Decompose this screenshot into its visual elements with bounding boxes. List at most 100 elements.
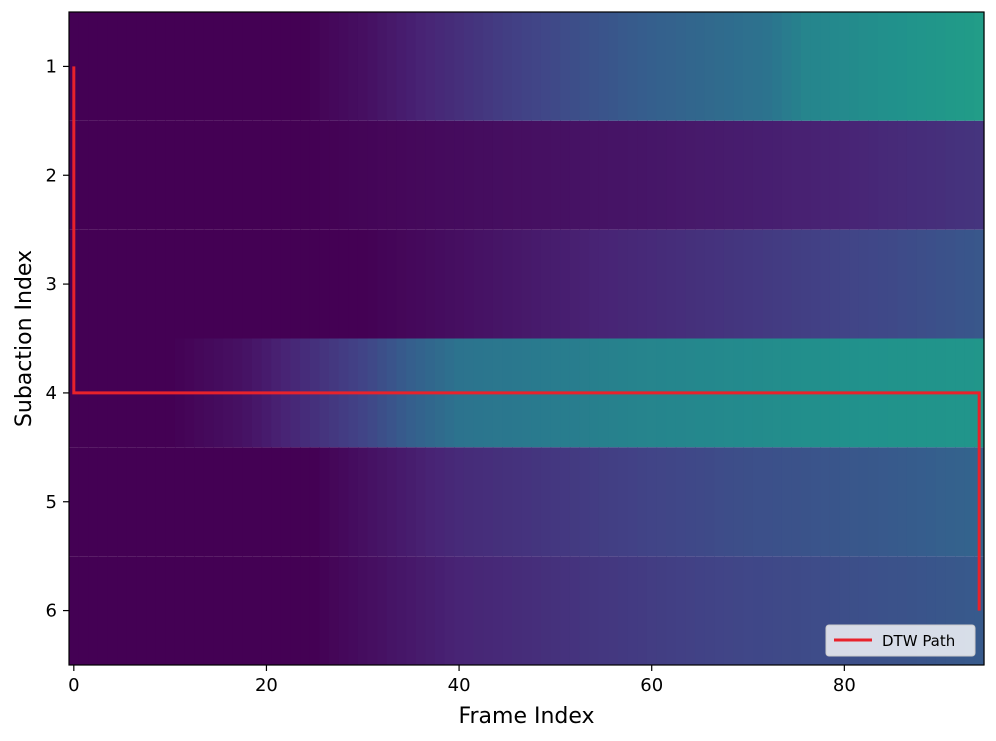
heatmap-cell [280,447,292,557]
heatmap-cell [878,12,889,121]
heatmap-cell [454,447,465,557]
heatmap-cell [801,556,812,665]
heatmap-cell [473,120,484,230]
heatmap-cell [194,556,205,665]
heatmap-cell [906,120,918,230]
heatmap-cell [646,447,658,557]
heatmap-cell [531,447,542,557]
heatmap-cell [300,447,311,557]
heatmap-cell [675,447,687,557]
heatmap-cell [666,229,677,339]
heatmap-cell [386,556,398,665]
heatmap-cell [502,447,513,557]
heatmap-cell [839,447,850,557]
heatmap-cell [781,229,792,339]
heatmap-cell [232,447,243,557]
heatmap-cell [473,12,484,121]
heatmap-cell [820,120,831,230]
heatmap-cell [329,556,340,665]
heatmap-cell [88,556,99,665]
heatmap-cell [271,447,282,557]
y-axis: 1 2 3 4 5 6 [46,56,69,622]
heatmap-cell [300,120,311,230]
heatmap-cell [348,556,359,665]
heatmap-cell [704,229,715,339]
legend-label-dtw-path: DTW Path [882,632,955,650]
heatmap-cell [521,229,532,339]
heatmap-cell [906,556,918,665]
heatmap-cell [733,556,744,665]
heatmap-cell [213,12,224,121]
heatmap-cell [203,556,215,665]
heatmap-cell [752,447,764,557]
heatmap-cell [203,447,215,557]
heatmap-cell [309,447,321,557]
heatmap-cell [810,556,821,665]
heatmap-cell [454,229,465,339]
heatmap-cell [348,120,359,230]
heatmap-cell [887,12,898,121]
heatmap-cell [704,556,715,665]
heatmap-cell [801,229,812,339]
heatmap-cell [743,120,754,230]
heatmap-cell [463,447,475,557]
heatmap-cell [945,120,956,230]
heatmap-cell [271,229,282,339]
heatmap-cell [540,229,552,339]
heatmap-cell [820,556,831,665]
heatmap-cell [69,556,80,665]
heatmap-cell [483,12,494,121]
heatmap-cell [569,229,581,339]
heatmap-cell [194,447,205,557]
heatmap-cell [492,556,504,665]
heatmap-cell [223,12,234,121]
heatmap-cell [290,556,301,665]
heatmap-cell [386,229,398,339]
y-tick-label: 1 [46,56,57,77]
heatmap-cell [126,12,138,121]
heatmap-cell [97,229,109,339]
heatmap-cell [926,556,937,665]
heatmap-cell [627,447,638,557]
heatmap-cell [146,229,157,339]
heatmap-cell [232,556,243,665]
heatmap-cell [174,12,186,121]
heatmap-cell [887,447,898,557]
heatmap-cell [829,12,841,121]
heatmap-cell [916,556,927,665]
heatmap-cell [569,120,581,230]
heatmap-cell [463,120,475,230]
heatmap-cell [396,120,407,230]
heatmap-cell [319,447,330,557]
heatmap-cell [126,229,138,339]
heatmap-cell [752,556,764,665]
heatmap-cell [974,12,985,121]
heatmap-cell [136,12,147,121]
heatmap-cell [974,120,985,230]
heatmap-cell [415,447,426,557]
heatmap-cell [252,120,263,230]
heatmap-cell [232,120,243,230]
heatmap-cell [386,12,398,121]
heatmap-cell [560,229,571,339]
plot-frame [68,11,985,666]
heatmap-cell [367,229,378,339]
heatmap-cell [550,556,561,665]
heatmap-cell [242,556,253,665]
heatmap-cell [136,447,147,557]
heatmap-cell [627,229,638,339]
heatmap-cell [560,447,571,557]
heatmap-cell [338,229,349,339]
heatmap-cell [878,229,889,339]
heatmap-cell [473,447,484,557]
heatmap-cell [319,120,330,230]
heatmap-cell [762,447,773,557]
heatmap-cell [849,229,860,339]
heatmap-cell [829,447,841,557]
x-tick-label: 20 [255,675,278,696]
heatmap-cell [300,12,311,121]
heatmap-cell [964,12,975,121]
y-axis-label: Subaction Index [12,250,37,427]
heatmap-cell [695,120,706,230]
heatmap-cell [772,229,783,339]
